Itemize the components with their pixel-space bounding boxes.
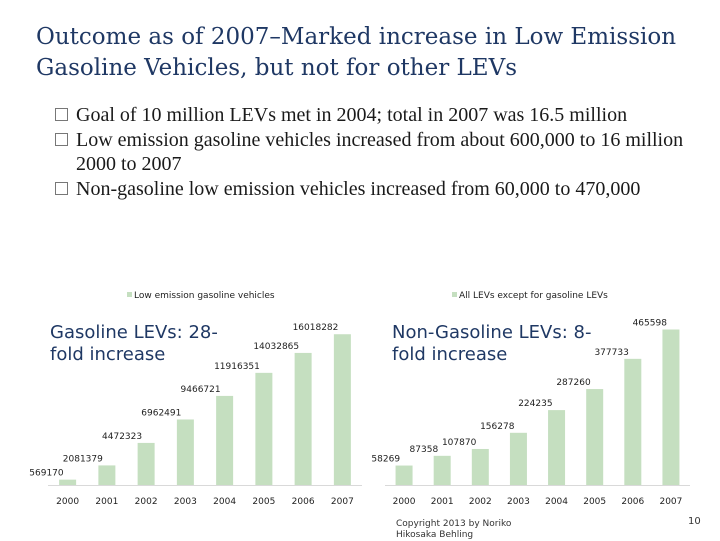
- left-bar-2007: [333, 334, 351, 485]
- left-value-label-2007: 16018282: [293, 323, 339, 333]
- left-bar-2006: [294, 352, 312, 485]
- right-tick-2000: 2000: [393, 497, 416, 507]
- bullet-box-icon: [55, 181, 68, 195]
- left-bar-2000: [59, 479, 77, 485]
- right-value-label-2007: 465598: [633, 318, 668, 328]
- left-tick-2003: 2003: [174, 497, 197, 507]
- right-value-label-2000: 58269: [371, 455, 400, 465]
- right-value-label-2006: 377733: [594, 348, 628, 358]
- left-value-label-2003: 6962491: [141, 408, 181, 418]
- page-number: 10: [688, 516, 701, 527]
- right-tick-2007: 2007: [659, 497, 682, 507]
- right-tick-2006: 2006: [621, 497, 644, 507]
- left-bar-2005: [255, 372, 273, 485]
- left-value-label-2001: 2081379: [63, 454, 103, 464]
- right-value-label-2002: 107870: [442, 438, 477, 448]
- page-title: Outcome as of 2007–Marked increase in Lo…: [36, 24, 677, 81]
- right-bar-2001: [433, 455, 451, 485]
- right-value-label-2003: 156278: [480, 422, 515, 432]
- bullet-item: Goal of 10 million LEVs met in 2004; tot…: [55, 103, 695, 128]
- bullet-item: Low emission gasoline vehicles increased…: [55, 128, 695, 177]
- right-value-label-2001: 87358: [410, 445, 439, 455]
- left-tick-2006: 2006: [292, 497, 315, 507]
- left-tick-2000: 2000: [56, 497, 79, 507]
- bullet-box-icon: [55, 108, 68, 121]
- bullet-box-icon: [55, 132, 68, 146]
- right-legend-swatch: [452, 292, 457, 297]
- left-bar-2003: [176, 419, 194, 485]
- right-bar-2007: [662, 329, 680, 485]
- right-value-label-2004: 224235: [518, 399, 552, 409]
- left-tick-2004: 2004: [213, 497, 236, 507]
- left-value-label-2006: 14032865: [253, 342, 299, 352]
- bullet-item: Non-gasoline low emission vehicles incre…: [55, 177, 695, 202]
- bullet-list: Goal of 10 million LEVs met in 2004; tot…: [55, 103, 695, 201]
- left-tick-2001: 2001: [95, 497, 118, 507]
- copyright: Copyright 2013 by Noriko Hikosaka Behlin…: [396, 519, 512, 540]
- left-bar-2002: [137, 442, 155, 485]
- right-tick-2001: 2001: [431, 497, 454, 507]
- right-tick-2003: 2003: [507, 497, 530, 507]
- left-value-label-2002: 4472323: [102, 432, 142, 442]
- right-bar-2006: [624, 358, 642, 485]
- left-bar-2001: [98, 465, 116, 485]
- right-bar-2002: [471, 448, 489, 485]
- left-legend-label: Low emission gasoline vehicles: [134, 291, 275, 301]
- right-tick-2002: 2002: [469, 497, 492, 507]
- left-value-label-2005: 11916351: [214, 362, 260, 372]
- left-callout: Gasoline LEVs: 28-fold increase: [50, 322, 218, 365]
- right-legend-label: All LEVs except for gasoline LEVs: [459, 291, 608, 301]
- left-tick-2007: 2007: [331, 497, 354, 507]
- right-tick-2005: 2005: [583, 497, 606, 507]
- right-value-label-2005: 287260: [556, 378, 591, 388]
- left-tick-2002: 2002: [135, 497, 158, 507]
- right-tick-2004: 2004: [545, 497, 568, 507]
- left-value-label-2004: 9466721: [181, 385, 221, 395]
- left-bar-2004: [216, 395, 234, 485]
- left-tick-2005: 2005: [252, 497, 275, 507]
- left-value-label-2000: 569170: [29, 469, 64, 479]
- right-bar-2003: [509, 432, 527, 485]
- right-bar-2005: [586, 389, 604, 485]
- left-legend-swatch: [127, 292, 132, 297]
- right-bar-2004: [548, 410, 566, 485]
- right-bar-2000: [395, 465, 413, 485]
- right-callout: Non-Gasoline LEVs: 8-fold increase: [392, 322, 592, 365]
